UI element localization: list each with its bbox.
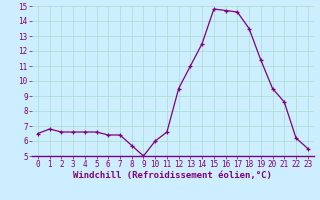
X-axis label: Windchill (Refroidissement éolien,°C): Windchill (Refroidissement éolien,°C) xyxy=(73,171,272,180)
